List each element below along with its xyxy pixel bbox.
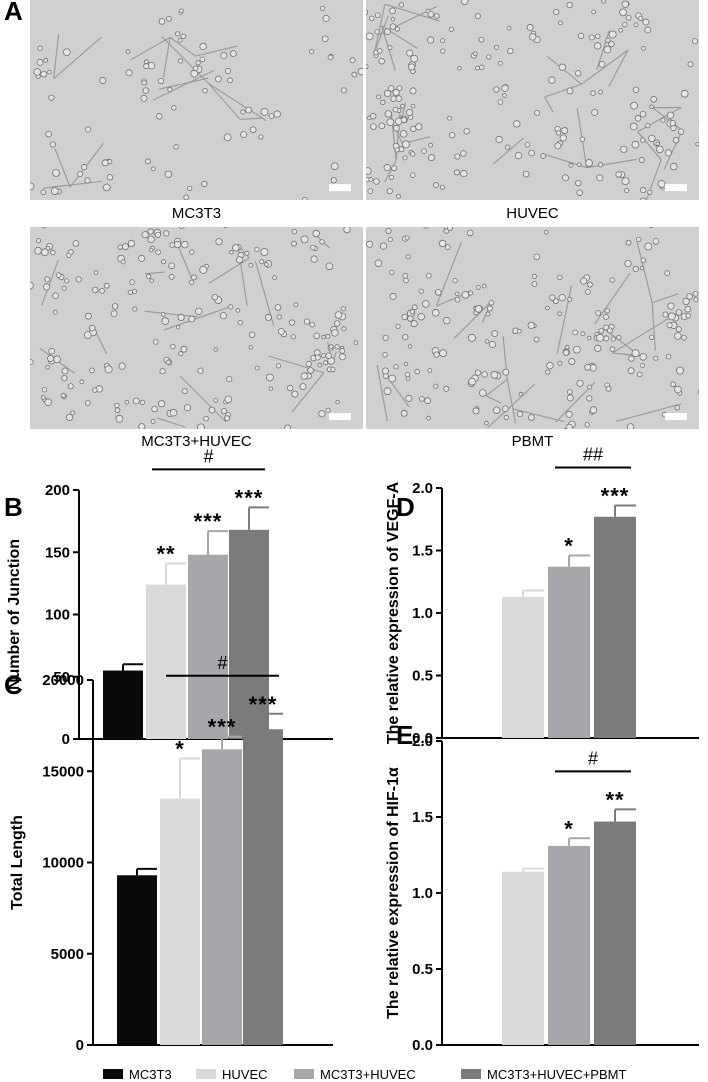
y-tick-label-b: 0: [62, 731, 70, 748]
y-tick-label-c: 0: [76, 1037, 84, 1054]
significance-e-2: **: [605, 787, 624, 812]
panel-c-letter: C: [4, 670, 23, 700]
significance-c-3: ***: [249, 692, 278, 717]
significance-c-2: ***: [208, 715, 237, 740]
significance-c-1: *: [175, 736, 185, 761]
legend-swatch-huvec: [196, 1069, 216, 1079]
y-tick-label-c: 20000: [42, 672, 84, 689]
legend-swatch-mc3t3-huvec: [294, 1069, 314, 1079]
bracket-label-c: #: [217, 653, 227, 673]
bar-c-1: [160, 799, 200, 1045]
chart-e: E 0.0 0.5 1.0 1.5 2.0 The relative expression …: [385, 720, 699, 1054]
bar-b-2: [188, 555, 228, 739]
bar-b-0: [103, 671, 143, 739]
significance-b-3: ***: [235, 485, 264, 510]
legend-swatch-mc3t3: [103, 1069, 123, 1079]
y-tick-label-e: 0.5: [412, 961, 433, 978]
bar-e-2: [594, 822, 636, 1045]
bar-d-1: [548, 567, 590, 738]
y-tick-label-b: 100: [45, 607, 70, 624]
significance-d-1: *: [564, 534, 574, 559]
legend-item-huvec: HUVEC: [196, 1068, 268, 1080]
significance-d-2: ***: [601, 484, 630, 509]
legend-label-mc3t3: MC3T3: [129, 1067, 172, 1082]
y-tick-label-e: 2.0: [412, 733, 433, 750]
bar-c-3: [243, 729, 283, 1045]
y-tick-label-c: 15000: [42, 763, 84, 780]
y-axis-label-c: Total Length: [9, 815, 26, 910]
bracket-label-e: #: [588, 748, 598, 768]
bar-e-1: [548, 846, 590, 1045]
bar-e-0: [502, 872, 544, 1045]
bar-c-0: [117, 875, 157, 1045]
legend-item-mc3t3: MC3T3: [103, 1068, 172, 1080]
significance-e-1: *: [564, 816, 574, 841]
bar-c-2: [202, 749, 242, 1045]
panel-b-letter: B: [4, 492, 23, 522]
y-tick-label-d: 1.5: [412, 543, 433, 560]
bar-d-0: [502, 597, 544, 738]
y-tick-label-d: 2.0: [412, 480, 433, 497]
y-tick-label-e: 1.5: [412, 809, 433, 826]
y-tick-label-d: 0.5: [412, 668, 433, 685]
significance-b-2: ***: [194, 509, 223, 534]
legend-label-mc3t3-huvec-pbmt: MC3T3+HUVEC+PBMT: [487, 1067, 626, 1082]
legend-label-huvec: HUVEC: [222, 1067, 268, 1082]
y-axis-label-e: The relative expression of HIF-1α: [385, 767, 402, 1019]
y-axis-label-b: Number of Junction: [6, 539, 23, 690]
y-axis-label-d: The relative expression of VEGF-A: [385, 481, 402, 744]
y-tick-label-d: 1.0: [412, 605, 433, 622]
legend: MC3T3 HUVEC MC3T3+HUVEC MC3T3+HUVEC+PBMT: [0, 1068, 708, 1080]
y-tick-label-c: 10000: [42, 855, 84, 872]
legend-item-mc3t3-huvec-pbmt: MC3T3+HUVEC+PBMT: [461, 1068, 626, 1080]
y-tick-label-b: 200: [45, 482, 70, 499]
panel-e-letter: E: [396, 720, 413, 750]
bar-b-1: [146, 585, 186, 739]
y-tick-label-e: 0.0: [412, 1037, 433, 1054]
legend-item-mc3t3-huvec: MC3T3+HUVEC: [294, 1068, 416, 1080]
legend-label-mc3t3-huvec: MC3T3+HUVEC: [320, 1067, 416, 1082]
bracket-label-b: #: [203, 446, 213, 466]
y-tick-label-b: 150: [45, 544, 70, 561]
bar-d-2: [594, 517, 636, 738]
legend-swatch-mc3t3-huvec-pbmt: [461, 1069, 481, 1079]
bracket-label-d: ##: [583, 445, 603, 465]
y-tick-label-e: 1.0: [412, 885, 433, 902]
significance-b-1: **: [156, 541, 175, 566]
y-tick-label-c: 5000: [51, 946, 84, 963]
